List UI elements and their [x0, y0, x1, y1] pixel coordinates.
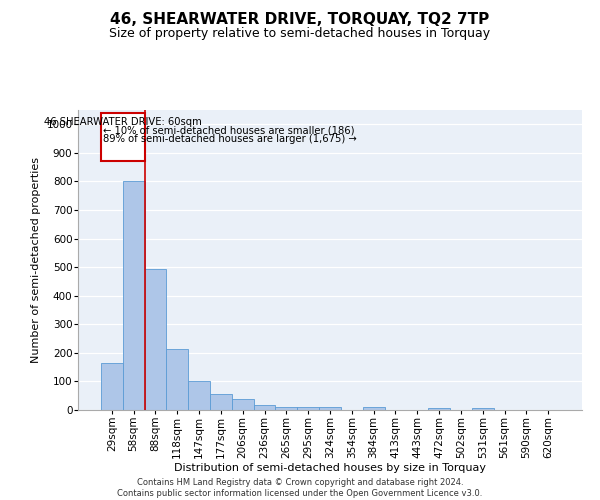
Text: Contains HM Land Registry data © Crown copyright and database right 2024.
Contai: Contains HM Land Registry data © Crown c… [118, 478, 482, 498]
Bar [297, 407, 319, 410]
Bar [428, 408, 450, 410]
Text: ← 10% of semi-detached houses are smaller (186): ← 10% of semi-detached houses are smalle… [103, 126, 354, 136]
Text: Size of property relative to semi-detached houses in Torquay: Size of property relative to semi-detach… [109, 28, 491, 40]
Bar [254, 405, 275, 410]
Bar [101, 363, 123, 410]
Text: 46 SHEARWATER DRIVE: 60sqm: 46 SHEARWATER DRIVE: 60sqm [44, 117, 202, 127]
Bar [275, 406, 297, 410]
Bar [101, 113, 145, 162]
Text: 46, SHEARWATER DRIVE, TORQUAY, TQ2 7TP: 46, SHEARWATER DRIVE, TORQUAY, TQ2 7TP [110, 12, 490, 28]
Text: 89% of semi-detached houses are larger (1,675) →: 89% of semi-detached houses are larger (… [103, 134, 356, 144]
Bar [166, 348, 188, 410]
Bar [363, 407, 385, 410]
Bar [123, 182, 145, 410]
Bar [472, 408, 494, 410]
Bar [188, 382, 210, 410]
Bar [145, 268, 166, 410]
Bar [210, 394, 232, 410]
Y-axis label: Number of semi-detached properties: Number of semi-detached properties [31, 157, 41, 363]
X-axis label: Distribution of semi-detached houses by size in Torquay: Distribution of semi-detached houses by … [174, 463, 486, 473]
Bar [319, 407, 341, 410]
Bar [232, 399, 254, 410]
